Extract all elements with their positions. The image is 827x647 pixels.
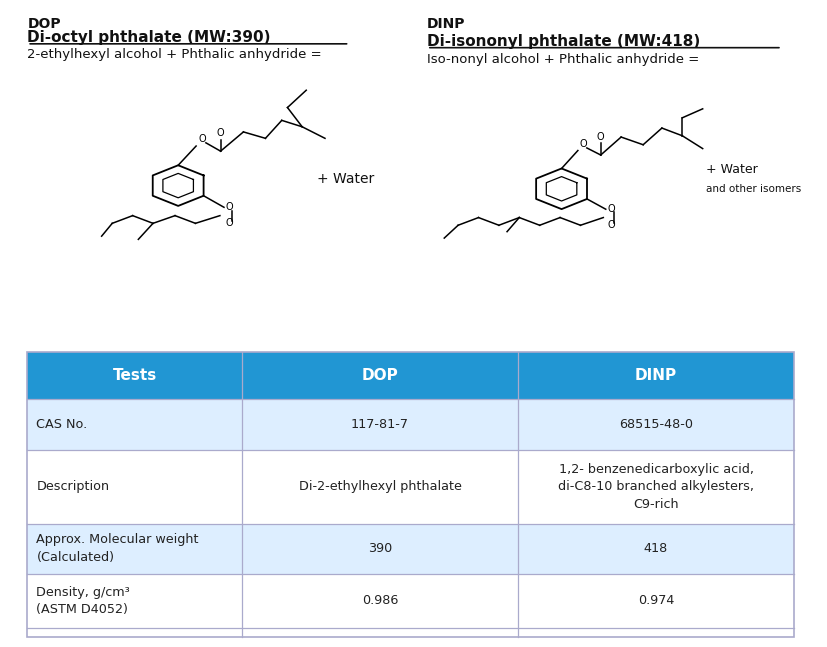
- Bar: [27, 399, 793, 450]
- Text: O: O: [607, 220, 614, 230]
- Text: 418: 418: [643, 542, 667, 555]
- Text: DINP: DINP: [634, 368, 676, 383]
- Text: Di-octyl phthalate (MW:390): Di-octyl phthalate (MW:390): [27, 30, 270, 45]
- Text: Di-2-ethylhexyl phthalate: Di-2-ethylhexyl phthalate: [299, 480, 461, 493]
- Text: 117-81-7: 117-81-7: [351, 418, 409, 431]
- Bar: [27, 450, 793, 523]
- Text: + Water: + Water: [317, 172, 374, 186]
- Text: O: O: [217, 128, 224, 138]
- Text: 0.986: 0.986: [361, 595, 398, 608]
- Text: 0.974: 0.974: [637, 595, 673, 608]
- Text: Density, g/cm³
(ASTM D4052): Density, g/cm³ (ASTM D4052): [36, 586, 130, 616]
- Bar: [27, 353, 793, 637]
- Text: DINP: DINP: [427, 17, 465, 31]
- Text: Description: Description: [36, 480, 109, 493]
- Text: and other isomers: and other isomers: [705, 184, 801, 194]
- Bar: [27, 574, 793, 628]
- Text: O: O: [596, 132, 604, 142]
- Text: O: O: [198, 134, 206, 144]
- Bar: [27, 353, 793, 399]
- Text: DOP: DOP: [27, 17, 61, 31]
- Text: O: O: [225, 203, 233, 212]
- Text: O: O: [579, 139, 586, 149]
- Text: + Water: + Water: [705, 163, 757, 176]
- Text: 390: 390: [367, 542, 392, 555]
- Text: 2-ethylhexyl alcohol + Phthalic anhydride =: 2-ethylhexyl alcohol + Phthalic anhydrid…: [27, 48, 322, 61]
- Text: O: O: [607, 204, 614, 214]
- Bar: [27, 523, 793, 574]
- Text: Di-isononyl phthalate (MW:418): Di-isononyl phthalate (MW:418): [427, 34, 700, 49]
- Text: DOP: DOP: [361, 368, 398, 383]
- Text: Approx. Molecular weight
(Calculated): Approx. Molecular weight (Calculated): [36, 533, 198, 564]
- Text: 1,2- benzenedicarboxylic acid,
di-C8-10 branched alkylesters,
C9-rich: 1,2- benzenedicarboxylic acid, di-C8-10 …: [557, 463, 753, 510]
- Text: 68515-48-0: 68515-48-0: [619, 418, 692, 431]
- Text: Iso-nonyl alcohol + Phthalic anhydride =: Iso-nonyl alcohol + Phthalic anhydride =: [427, 53, 698, 66]
- Text: CAS No.: CAS No.: [36, 418, 88, 431]
- Text: Tests: Tests: [112, 368, 156, 383]
- Text: O: O: [225, 218, 233, 228]
